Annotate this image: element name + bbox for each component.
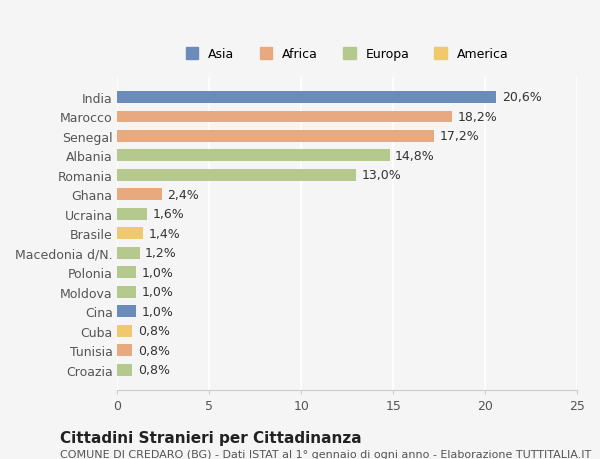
Text: 20,6%: 20,6%	[502, 91, 541, 104]
Text: 1,0%: 1,0%	[142, 305, 173, 318]
Text: 1,0%: 1,0%	[142, 285, 173, 299]
Bar	[118, 267, 136, 279]
Text: 0,8%: 0,8%	[138, 344, 170, 357]
Bar	[118, 306, 136, 317]
Text: 0,8%: 0,8%	[138, 364, 170, 376]
Bar	[118, 92, 496, 103]
Bar	[118, 208, 147, 220]
Text: 14,8%: 14,8%	[395, 150, 435, 162]
Bar	[118, 345, 132, 356]
Bar	[118, 131, 434, 142]
Text: 2,4%: 2,4%	[167, 188, 199, 202]
Text: 1,4%: 1,4%	[149, 227, 181, 240]
Bar	[118, 189, 161, 201]
Text: 13,0%: 13,0%	[362, 169, 402, 182]
Legend: Asia, Africa, Europa, America: Asia, Africa, Europa, America	[181, 43, 514, 66]
Text: 1,2%: 1,2%	[145, 247, 177, 260]
Bar	[118, 170, 356, 181]
Bar	[118, 325, 132, 337]
Bar	[118, 150, 389, 162]
Text: COMUNE DI CREDARO (BG) - Dati ISTAT al 1° gennaio di ogni anno - Elaborazione TU: COMUNE DI CREDARO (BG) - Dati ISTAT al 1…	[60, 449, 591, 459]
Text: 17,2%: 17,2%	[439, 130, 479, 143]
Bar	[118, 247, 140, 259]
Bar	[118, 228, 143, 240]
Bar	[118, 286, 136, 298]
Text: 1,0%: 1,0%	[142, 266, 173, 279]
Text: Cittadini Stranieri per Cittadinanza: Cittadini Stranieri per Cittadinanza	[60, 430, 362, 445]
Bar	[118, 364, 132, 376]
Text: 18,2%: 18,2%	[458, 111, 497, 123]
Bar	[118, 111, 452, 123]
Text: 0,8%: 0,8%	[138, 325, 170, 337]
Text: 1,6%: 1,6%	[152, 208, 184, 221]
